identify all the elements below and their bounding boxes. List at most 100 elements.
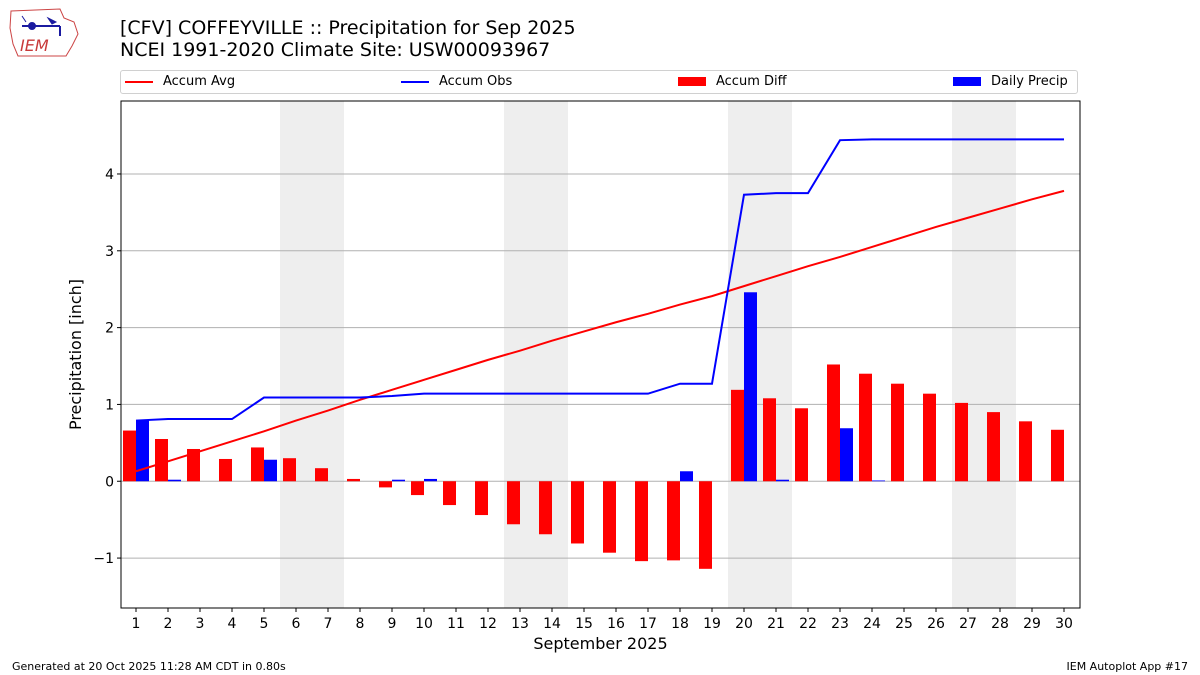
chart-subtitle: NCEI 1991-2020 Climate Site: USW00093967 <box>120 39 551 61</box>
y-tick-label: 2 <box>105 321 114 337</box>
legend-swatch-daily-precip <box>953 77 981 86</box>
accum-diff-bar <box>1019 421 1032 482</box>
accum-diff-bar <box>443 481 456 506</box>
x-tick-label: 29 <box>1023 616 1041 632</box>
x-tick-label: 20 <box>735 616 753 632</box>
legend-swatch-accum-diff <box>678 77 706 86</box>
weekend-band <box>504 101 568 608</box>
chart-legend: Accum Avg Accum Obs Accum Diff Daily Pre… <box>120 70 1078 94</box>
legend-swatch-accum-avg <box>125 80 153 83</box>
x-tick-label: 22 <box>799 616 817 632</box>
y-axis-label: Precipitation [inch] <box>66 279 85 430</box>
legend-label: Accum Obs <box>439 74 513 89</box>
weekend-band <box>728 101 792 608</box>
weekend-band <box>280 101 344 608</box>
accum-diff-bar <box>699 481 712 569</box>
x-tick-label: 24 <box>863 616 881 632</box>
accum-diff-bar <box>283 458 296 482</box>
x-tick-label: 2 <box>164 616 173 632</box>
x-tick-label: 6 <box>292 616 301 632</box>
x-tick-label: 11 <box>447 616 465 632</box>
x-tick-label: 7 <box>324 616 333 632</box>
accum-diff-bar <box>187 448 200 482</box>
x-tick-label: 9 <box>388 616 397 632</box>
x-tick-label: 19 <box>703 616 721 632</box>
x-tick-label: 4 <box>228 616 237 632</box>
x-tick-label: 25 <box>895 616 913 632</box>
legend-item-accum-obs: Accum Obs <box>401 74 512 89</box>
daily-precip-bar <box>392 479 405 482</box>
legend-item-daily-precip: Daily Precip <box>953 74 1068 89</box>
daily-precip-bar <box>872 480 885 482</box>
daily-precip-bar <box>424 478 437 482</box>
daily-precip-bar <box>744 292 757 482</box>
iem-logo-text: IEM <box>20 36 49 55</box>
y-tick-label: 1 <box>105 397 114 413</box>
accum-avg-line <box>135 189 1065 473</box>
daily-precip-bar <box>680 471 693 482</box>
accum-diff-bar <box>731 389 744 482</box>
accum-diff-bar <box>795 408 808 482</box>
accum-diff-bar <box>667 481 680 561</box>
legend-swatch-accum-obs <box>401 80 429 83</box>
accum-diff-bar <box>859 373 872 482</box>
daily-precip-bar <box>168 479 181 482</box>
accum-diff-bar <box>955 402 968 482</box>
accum-diff-bar <box>827 364 840 482</box>
daily-precip-bar <box>136 420 149 482</box>
accum-diff-bar <box>507 481 520 525</box>
plot-frame <box>120 100 1081 609</box>
daily-precip-bar <box>776 479 789 482</box>
x-tick-label: 8 <box>356 616 365 632</box>
accum-diff-bar <box>379 481 392 488</box>
iowa-state-outline <box>9 8 79 57</box>
accum-diff-bar <box>475 481 488 516</box>
footer-app-id: IEM Autoplot App #17 <box>1066 660 1189 673</box>
daily-precip-bar <box>264 459 277 482</box>
legend-label: Accum Avg <box>163 74 236 89</box>
x-tick-label: 28 <box>991 616 1009 632</box>
footer-generated-at: Generated at 20 Oct 2025 11:28 AM CDT in… <box>12 660 286 673</box>
x-tick-label: 10 <box>415 616 433 632</box>
accum-diff-bar <box>987 412 1000 482</box>
legend-item-accum-diff: Accum Diff <box>678 74 787 89</box>
accum-diff-bar <box>571 481 584 544</box>
y-tick-label: 0 <box>105 474 114 490</box>
iem-logo: IEM <box>9 8 79 57</box>
y-tick-label: 4 <box>105 167 114 183</box>
weather-station-icon <box>21 15 61 36</box>
x-tick-label: 18 <box>671 616 689 632</box>
accum-diff-bar <box>891 383 904 482</box>
accum-diff-bar <box>315 468 328 482</box>
x-tick-label: 13 <box>511 616 529 632</box>
y-tick-label: 3 <box>105 244 114 260</box>
x-tick-label: 26 <box>927 616 945 632</box>
x-tick-label: 21 <box>767 616 785 632</box>
accum-diff-bar <box>923 393 936 482</box>
accum-diff-bar <box>219 458 232 482</box>
x-tick-label: 1 <box>132 616 141 632</box>
accum-diff-bar <box>347 478 360 482</box>
daily-precip-bar <box>840 428 853 482</box>
accum-diff-bar <box>763 398 776 482</box>
x-tick-label: 17 <box>639 616 657 632</box>
x-tick-label: 23 <box>831 616 849 632</box>
x-tick-label: 16 <box>607 616 625 632</box>
x-tick-label: 5 <box>260 616 269 632</box>
accum-diff-bar <box>155 439 168 482</box>
accum-obs-line <box>135 138 1064 422</box>
legend-item-accum-avg: Accum Avg <box>125 74 235 89</box>
accum-diff-bar <box>123 430 136 482</box>
accum-diff-bar <box>251 447 264 482</box>
x-tick-label: 30 <box>1055 616 1073 632</box>
x-tick-label: 15 <box>575 616 593 632</box>
weekend-band <box>952 101 1016 608</box>
accum-diff-bar <box>1051 429 1064 482</box>
x-tick-label: 14 <box>543 616 561 632</box>
legend-label: Accum Diff <box>716 74 787 89</box>
x-tick-label: 27 <box>959 616 977 632</box>
accum-diff-bar <box>603 481 616 553</box>
legend-label: Daily Precip <box>991 74 1068 89</box>
x-axis-label: September 2025 <box>533 634 667 653</box>
accum-diff-bar <box>411 481 424 496</box>
